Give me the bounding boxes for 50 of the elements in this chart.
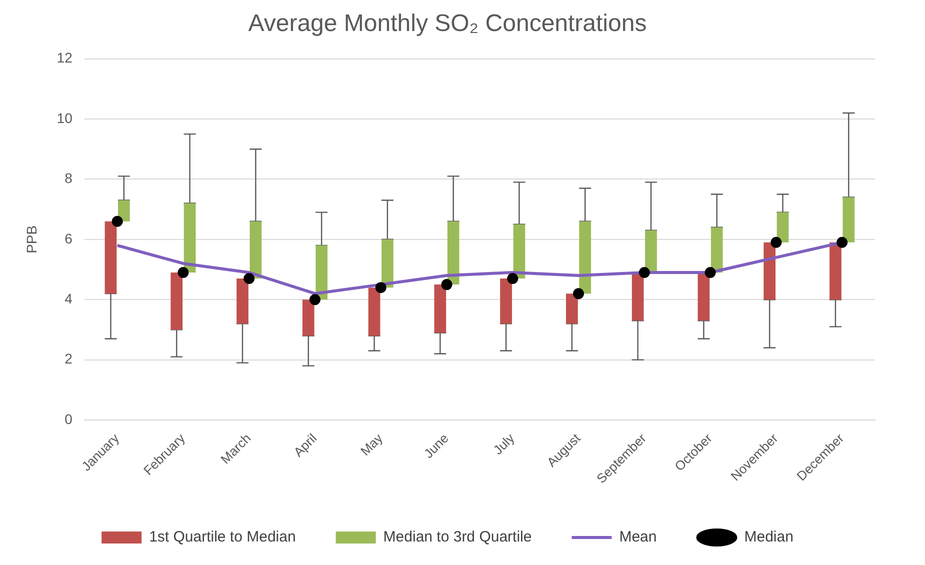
bar	[302, 300, 314, 336]
bar	[579, 221, 592, 294]
bar	[382, 239, 394, 288]
legend-label: Median	[744, 528, 794, 546]
bar	[447, 221, 460, 285]
point	[770, 236, 782, 248]
point	[375, 282, 386, 294]
x-tick-label: July	[490, 430, 518, 458]
point	[309, 294, 320, 306]
bar	[710, 227, 723, 273]
y-tick-label: 12	[56, 50, 73, 66]
bar	[632, 272, 644, 321]
bar	[764, 242, 776, 300]
y-tick-label: 0	[64, 410, 73, 427]
bar	[184, 203, 196, 273]
bar	[830, 242, 842, 300]
bar	[434, 284, 446, 333]
point	[441, 279, 452, 290]
bar	[698, 272, 710, 321]
bar	[566, 294, 578, 324]
bar	[170, 272, 183, 330]
point	[507, 273, 518, 284]
x-tick-label: May	[358, 430, 386, 459]
legend-label: Median to 3rd Quartile	[383, 528, 532, 546]
point	[704, 267, 716, 278]
point	[112, 216, 123, 227]
bar	[104, 221, 117, 294]
bar	[316, 245, 328, 300]
y-tick-label: 4	[64, 290, 73, 306]
bar	[500, 278, 512, 324]
y-tick-label: 10	[56, 110, 73, 126]
bar	[250, 221, 262, 279]
bar	[842, 197, 855, 242]
y-axis-title: PPB	[23, 225, 40, 254]
point	[836, 236, 848, 248]
y-tick-label: 2	[64, 350, 73, 367]
point	[178, 267, 189, 278]
point	[638, 267, 650, 278]
bar	[645, 230, 657, 273]
bar	[776, 212, 789, 242]
bar	[368, 288, 380, 336]
legend-label: Mean	[619, 528, 657, 546]
point	[244, 273, 255, 284]
y-tick-label: 8	[64, 170, 73, 186]
bar	[118, 200, 130, 222]
legend-label: 1st Quartile to Median	[149, 528, 296, 546]
y-tick-label: 6	[64, 230, 73, 246]
point	[573, 288, 584, 300]
bar	[236, 278, 248, 324]
chart-title: Average Monthly SO₂ Concentrations	[248, 10, 647, 38]
